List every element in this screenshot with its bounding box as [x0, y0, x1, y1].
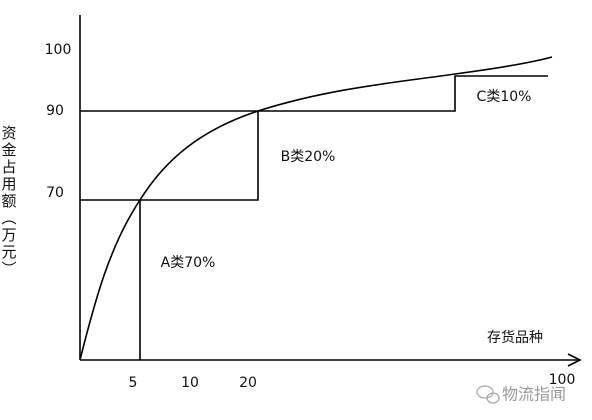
region-label: B类20%	[281, 149, 336, 165]
x-tick-label: 10	[181, 375, 199, 391]
x-axis-arrow	[567, 353, 582, 367]
watermark-icon	[476, 385, 500, 404]
y-axis-label: 资金占用额（万元）	[0, 125, 18, 278]
y-tick-label: 90	[46, 103, 64, 119]
region-a-b-box	[80, 111, 259, 201]
y-tick-label: 100	[45, 42, 72, 58]
region-label: A类70%	[161, 255, 216, 271]
watermark: 物流指闻	[502, 385, 566, 404]
x-tick-label: 100	[549, 372, 576, 388]
x-axis-label: 存货品种	[487, 329, 543, 346]
x-tick-label: 20	[239, 375, 257, 391]
x-tick-label: 5	[129, 375, 138, 391]
y-tick-label: 70	[46, 185, 64, 201]
region-label: C类10%	[477, 89, 532, 105]
region-b-c-box	[80, 75, 548, 112]
